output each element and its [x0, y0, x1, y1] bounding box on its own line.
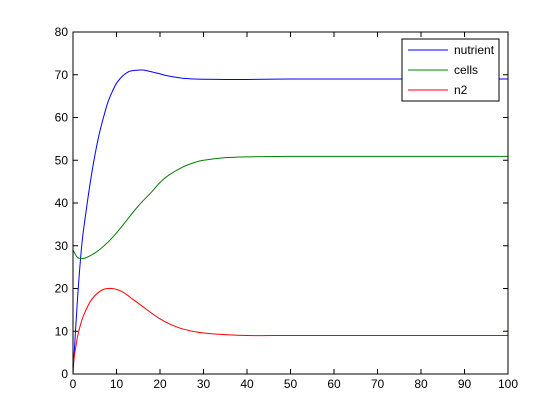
- y-tick-label: 10: [55, 324, 69, 338]
- legend-label-cells: cells: [454, 63, 478, 77]
- y-tick-label: 50: [55, 153, 69, 167]
- x-tick-label: 20: [153, 377, 167, 391]
- y-tick-label: 60: [55, 111, 69, 125]
- x-tick-label: 60: [327, 377, 341, 391]
- y-tick-label: 30: [55, 239, 69, 253]
- legend-label-n2: n2: [454, 83, 468, 97]
- x-tick-label: 30: [197, 377, 211, 391]
- series-line-cells: [72, 155, 508, 260]
- y-tick-label: 20: [55, 282, 69, 296]
- x-tick-label: 40: [240, 377, 254, 391]
- legend-label-nutrient: nutrient: [454, 43, 495, 57]
- series-lines: [72, 69, 508, 375]
- x-tick-label: 70: [371, 377, 385, 391]
- y-tick-label: 70: [55, 68, 69, 82]
- series-line-n2: [72, 287, 508, 366]
- x-tick-label: 80: [414, 377, 428, 391]
- x-tick-label: 100: [498, 377, 518, 391]
- legend: nutrient cells n2: [401, 38, 500, 102]
- y-tick-label: 40: [55, 196, 69, 210]
- x-tick-label: 0: [70, 377, 77, 391]
- series-line-nutrient: [72, 69, 508, 375]
- x-tick-label: 90: [458, 377, 472, 391]
- y-tick-label: 80: [55, 25, 69, 39]
- x-tick-label: 10: [110, 377, 124, 391]
- x-tick-label: 50: [284, 377, 298, 391]
- axis-ticks: 0 10 20 30 40 50 60 70 80 90 100 0 10 20 30 40 50 60 70 80: [55, 25, 519, 391]
- plot-frame: [72, 31, 509, 375]
- y-tick-label: 0: [61, 367, 68, 381]
